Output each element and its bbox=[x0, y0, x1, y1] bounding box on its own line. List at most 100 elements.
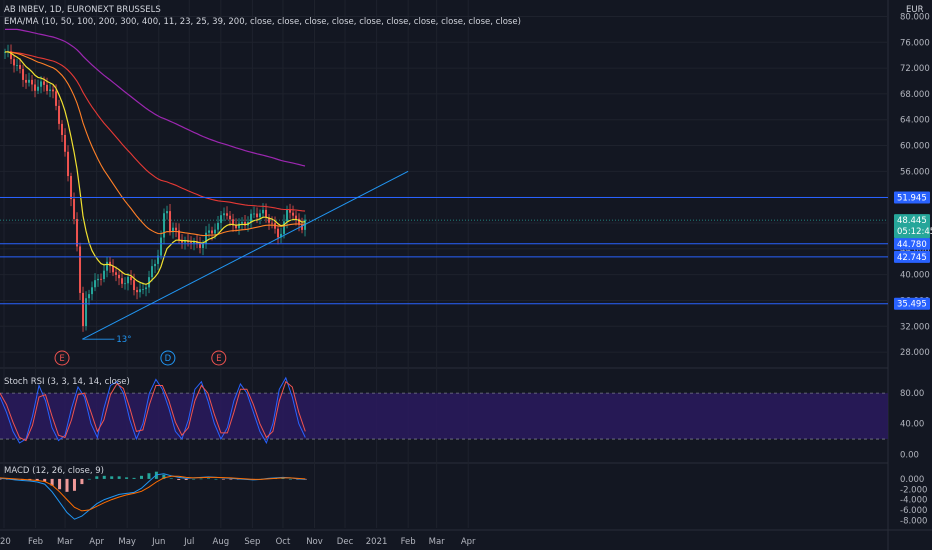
level-badge bbox=[894, 191, 930, 204]
price-tick-label: 60.000 bbox=[900, 142, 930, 152]
candle-body bbox=[184, 240, 187, 243]
macd-histogram-bar bbox=[147, 473, 151, 479]
event-marker-label: D bbox=[165, 354, 172, 364]
price-tick-label: 76.000 bbox=[900, 38, 930, 48]
candle-body bbox=[220, 215, 223, 223]
candle-body bbox=[37, 86, 40, 91]
x-tick-label: Mar bbox=[57, 537, 74, 547]
macd-tick-label: -8.000 bbox=[900, 516, 927, 526]
candle-body bbox=[55, 91, 58, 106]
event-marker[interactable] bbox=[211, 350, 227, 366]
candle-body bbox=[118, 274, 121, 279]
candle-body bbox=[109, 261, 112, 267]
candle-body bbox=[265, 209, 268, 218]
macd-histogram-bar bbox=[281, 478, 285, 479]
level-badge bbox=[894, 297, 930, 310]
ema-label: EMA/MA (10, 50, 100, 200, 300, 400, 11, … bbox=[4, 17, 521, 27]
candle-body bbox=[298, 218, 301, 225]
candle-body bbox=[277, 228, 280, 238]
macd-histogram-bar bbox=[221, 478, 225, 480]
macd-pane bbox=[0, 471, 307, 520]
candle-body bbox=[82, 292, 85, 327]
macd-histogram-bar bbox=[169, 478, 173, 479]
candle-body bbox=[208, 230, 211, 233]
macd-histogram-bar bbox=[80, 478, 84, 485]
candle-body bbox=[214, 229, 217, 234]
macd-histogram-bar bbox=[87, 478, 91, 480]
candle-body bbox=[133, 280, 136, 291]
candle-body bbox=[217, 222, 220, 230]
candle-body bbox=[178, 230, 181, 240]
candle-body bbox=[40, 81, 43, 87]
candle-body bbox=[67, 151, 70, 177]
macd-histogram-bar bbox=[50, 478, 54, 486]
candle-body bbox=[280, 233, 283, 238]
price-tick-label: 28.000 bbox=[900, 348, 930, 358]
currency-label: EUR bbox=[906, 5, 924, 15]
ema-mid-line bbox=[4, 51, 306, 237]
ema-legend[interactable]: EMA/MA (10, 50, 100, 200, 300, 400, 11, … bbox=[4, 17, 525, 27]
candle-body bbox=[202, 243, 205, 248]
candle-body bbox=[76, 219, 79, 247]
candle-body bbox=[238, 223, 241, 229]
level-badge-label: 44.780 bbox=[897, 240, 927, 250]
x-tick-label: Apr bbox=[89, 537, 104, 547]
event-marker[interactable] bbox=[160, 350, 176, 366]
candle-body bbox=[130, 276, 133, 281]
candle-body bbox=[274, 223, 277, 229]
price-tick-label: 40.000 bbox=[900, 271, 930, 281]
candle-body bbox=[151, 266, 154, 278]
candle-body bbox=[289, 209, 292, 213]
macd-histogram-bar bbox=[214, 478, 218, 480]
macd-legend[interactable]: MACD (12, 26, close, 9) bbox=[4, 466, 108, 476]
candle-body bbox=[25, 79, 28, 83]
candle-body bbox=[295, 215, 298, 219]
macd-histogram-bar bbox=[0, 478, 2, 480]
candle-body bbox=[163, 213, 166, 238]
event-marker-label: E bbox=[216, 354, 221, 364]
candle-body bbox=[283, 221, 286, 234]
candle-body bbox=[28, 79, 31, 83]
stoch-tick-label: 80.00 bbox=[900, 389, 924, 399]
candle-body bbox=[136, 290, 139, 293]
x-tick-label: Apr bbox=[461, 537, 476, 547]
candle-body bbox=[139, 289, 142, 293]
candle-body bbox=[229, 215, 232, 220]
x-tick-label: Nov bbox=[306, 537, 323, 547]
candle-body bbox=[286, 209, 289, 222]
candle-body bbox=[34, 84, 37, 91]
macd-histogram-bar bbox=[43, 478, 47, 482]
stoch-tick-label: 0.00 bbox=[900, 450, 919, 460]
macd-histogram-bar bbox=[162, 474, 166, 479]
macd-histogram-bar bbox=[35, 478, 39, 481]
candle-body bbox=[292, 212, 295, 216]
x-tick-label: Jul bbox=[183, 537, 194, 547]
level-badge-label: 42.745 bbox=[897, 253, 927, 263]
candle-body bbox=[169, 211, 172, 233]
stoch-label: Stoch RSI (3, 3, 14, 14, close) bbox=[4, 377, 130, 387]
candle-body bbox=[301, 224, 304, 230]
price-tick-label: 64.000 bbox=[900, 116, 930, 126]
macd-histogram-bar bbox=[192, 478, 196, 480]
candle-body bbox=[91, 287, 94, 295]
candle-body bbox=[175, 227, 178, 231]
candle-body bbox=[16, 65, 19, 66]
candles bbox=[4, 44, 307, 332]
candle-body bbox=[253, 213, 256, 215]
candle-body bbox=[268, 217, 271, 223]
candle-body bbox=[112, 266, 115, 273]
candle-body bbox=[79, 246, 82, 293]
candle-body bbox=[46, 84, 49, 91]
candle-body bbox=[244, 222, 247, 226]
stoch-legend[interactable]: Stoch RSI (3, 3, 14, 14, close) bbox=[4, 377, 134, 387]
candle-body bbox=[205, 232, 208, 244]
macd-histogram-bar bbox=[207, 478, 211, 479]
macd-histogram-bar bbox=[184, 478, 188, 480]
x-tick-label: May bbox=[118, 537, 136, 547]
candle-body bbox=[61, 123, 64, 135]
macd-tick-label: 0.000 bbox=[900, 475, 924, 485]
trend-line[interactable] bbox=[82, 170, 409, 340]
candle-body bbox=[226, 213, 229, 216]
event-marker[interactable] bbox=[54, 350, 70, 366]
